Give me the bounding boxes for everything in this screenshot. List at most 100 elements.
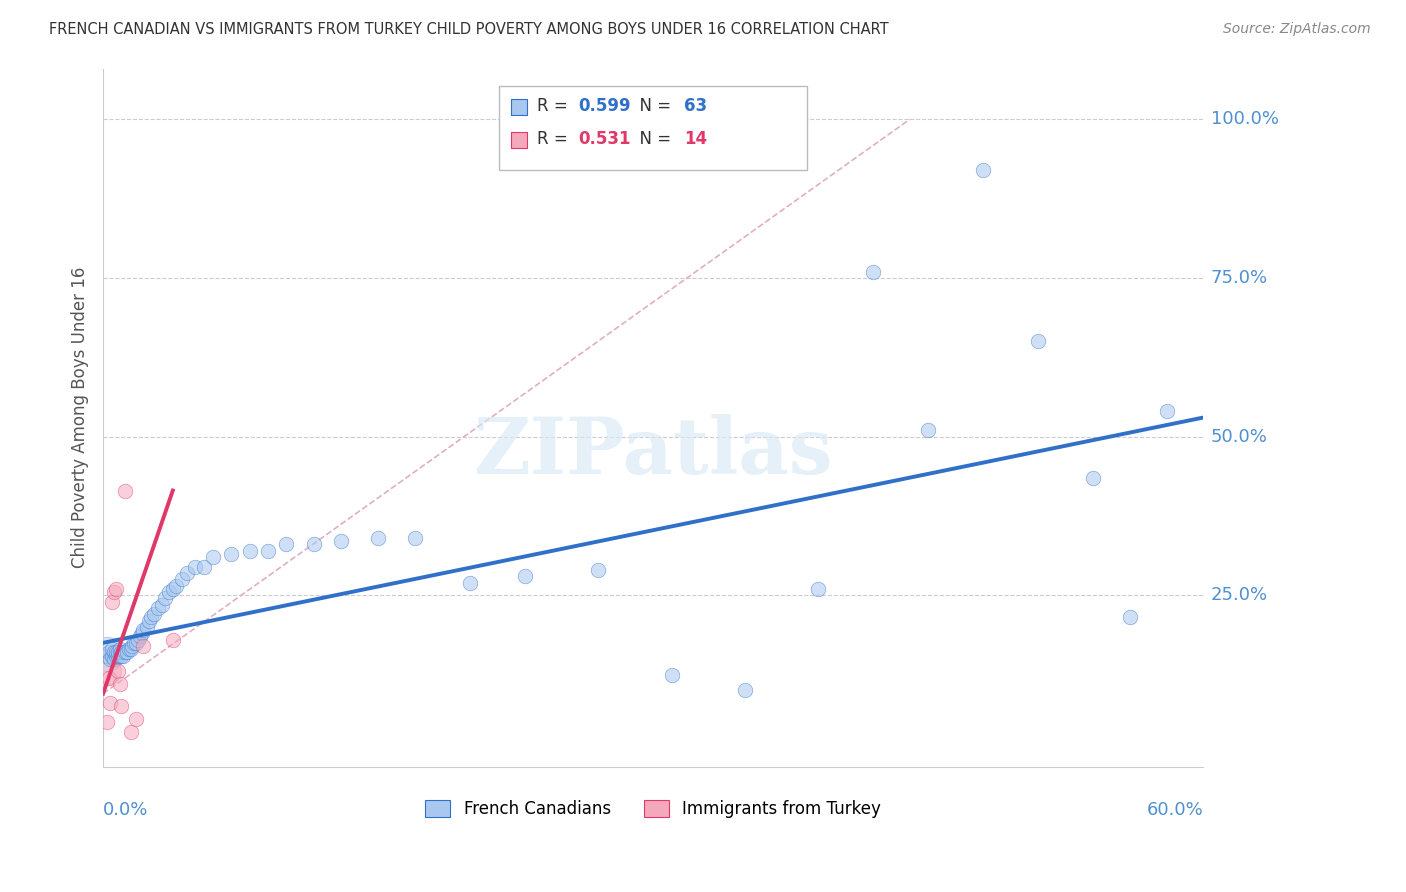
Point [101,594,124,608]
Point [785,178,807,192]
Point [101,642,124,657]
Point [125,636,148,650]
Point [96,648,118,663]
Point [458,575,481,590]
Text: 75.0%: 75.0% [1211,268,1268,287]
Point [221,547,243,561]
Y-axis label: Child Poverty Among Boys Under 16: Child Poverty Among Boys Under 16 [72,267,89,568]
Text: 0.531: 0.531 [578,130,631,148]
Point [807,582,830,596]
Point [118,642,141,657]
Point [128,630,150,644]
Point [120,642,142,657]
Point [96,665,118,679]
Point [103,585,125,599]
Point [276,537,298,551]
Point [115,645,138,659]
Point [162,582,184,596]
Point [785,147,807,161]
Point [157,585,180,599]
Text: 100.0%: 100.0% [1211,111,1278,128]
Point [108,642,131,657]
Point [120,724,142,739]
Point [143,607,166,622]
Point [108,648,131,663]
Point [586,563,609,577]
Point [239,543,262,558]
Text: ZIPatlas: ZIPatlas [474,415,832,491]
Text: 0.599: 0.599 [578,96,631,114]
Point [96,715,118,730]
Text: 50.0%: 50.0% [1211,427,1267,446]
Text: FRENCH CANADIAN VS IMMIGRANTS FROM TURKEY CHILD POVERTY AMONG BOYS UNDER 16 CORR: FRENCH CANADIAN VS IMMIGRANTS FROM TURKE… [49,22,889,37]
Point [107,648,129,663]
Point [367,531,389,545]
Text: N =: N = [628,96,676,114]
Point [862,264,884,278]
Point [136,620,159,634]
Point [121,639,143,653]
Point [661,667,683,681]
Point [162,632,184,647]
Point [112,648,135,663]
Point [139,610,162,624]
Point [97,671,120,685]
Point [103,645,125,659]
Point [132,639,155,653]
Point [330,534,353,549]
Legend: French Canadians, Immigrants from Turkey: French Canadians, Immigrants from Turkey [419,793,887,824]
Point [96,647,118,661]
Point [114,483,136,498]
Point [104,648,127,663]
Point [257,543,280,558]
Text: 63: 63 [683,96,707,114]
Point [108,677,131,691]
Point [302,537,325,551]
Point [107,645,129,659]
Text: Source: ZipAtlas.com: Source: ZipAtlas.com [1223,22,1371,37]
Point [176,566,198,580]
Point [166,579,188,593]
Point [972,163,994,178]
Text: R =: R = [537,96,572,114]
Point [114,645,136,659]
Point [1026,334,1049,349]
Point [1156,404,1178,418]
Text: N =: N = [628,130,676,148]
Point [1119,610,1142,624]
Point [193,559,215,574]
Point [124,636,146,650]
Point [101,648,124,663]
Point [202,550,225,565]
Point [125,712,148,726]
Point [917,423,939,437]
Text: 25.0%: 25.0% [1211,586,1268,604]
Point [734,683,756,698]
Point [146,601,169,615]
Point [100,696,122,710]
Point [103,651,125,665]
Text: 14: 14 [683,130,707,148]
Point [131,626,153,640]
Point [107,665,129,679]
Point [513,569,536,583]
Text: 60.0%: 60.0% [1146,802,1204,820]
Point [1083,471,1105,485]
Text: 0.0%: 0.0% [103,802,149,820]
Point [138,614,160,628]
Point [110,645,132,659]
Point [127,632,149,647]
Point [110,648,132,663]
Text: R =: R = [537,130,572,148]
Bar [499,86,807,169]
Point [97,645,120,659]
Point [132,623,155,637]
Point [110,699,132,714]
Point [155,591,177,606]
Point [104,582,127,596]
Point [404,531,426,545]
Point [150,598,173,612]
Point [104,645,127,659]
Point [100,651,122,665]
Point [184,559,207,574]
